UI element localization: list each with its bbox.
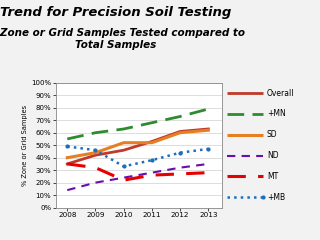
Text: % Zone or Grid Samples Tested compared to
Total Samples: % Zone or Grid Samples Tested compared t…	[0, 28, 245, 50]
Text: Overall: Overall	[267, 89, 294, 98]
Text: ND: ND	[267, 151, 278, 160]
Text: +MN: +MN	[267, 109, 285, 119]
Text: Trend for Precision Soil Testing: Trend for Precision Soil Testing	[0, 6, 231, 19]
Text: SD: SD	[267, 130, 277, 139]
Text: MT: MT	[267, 172, 278, 181]
Y-axis label: % Zone or Grid Samples: % Zone or Grid Samples	[22, 105, 28, 186]
Text: +MB: +MB	[267, 193, 285, 202]
